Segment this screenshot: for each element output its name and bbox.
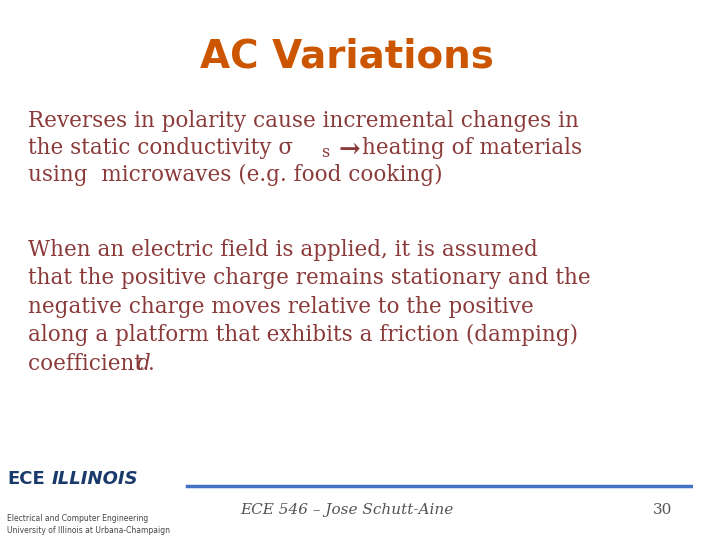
Text: →: → <box>338 137 360 162</box>
Text: ECE: ECE <box>7 470 45 488</box>
Text: 30: 30 <box>653 503 672 517</box>
Text: s: s <box>321 144 329 161</box>
Text: along a platform that exhibits a friction (damping): along a platform that exhibits a frictio… <box>28 324 578 346</box>
Text: negative charge moves relative to the positive: negative charge moves relative to the po… <box>28 296 534 318</box>
Text: Electrical and Computer Engineering
University of Illinois at Urbana-Champaign: Electrical and Computer Engineering Univ… <box>7 514 170 535</box>
Text: d: d <box>137 353 150 375</box>
Text: heating of materials: heating of materials <box>361 137 582 159</box>
Text: ILLINOIS: ILLINOIS <box>52 470 139 488</box>
Text: that the positive charge remains stationary and the: that the positive charge remains station… <box>28 267 590 289</box>
Text: ECE 546 – Jose Schutt-Aine: ECE 546 – Jose Schutt-Aine <box>240 503 453 517</box>
Text: .: . <box>148 353 155 375</box>
Text: using  microwaves (e.g. food cooking): using microwaves (e.g. food cooking) <box>28 164 442 186</box>
Text: Reverses in polarity cause incremental changes in: Reverses in polarity cause incremental c… <box>28 110 579 132</box>
Text: When an electric field is applied, it is assumed: When an electric field is applied, it is… <box>28 239 537 261</box>
Text: coefficient: coefficient <box>28 353 150 375</box>
Text: AC Variations: AC Variations <box>199 38 493 76</box>
Text: the static conductivity σ: the static conductivity σ <box>28 137 293 159</box>
